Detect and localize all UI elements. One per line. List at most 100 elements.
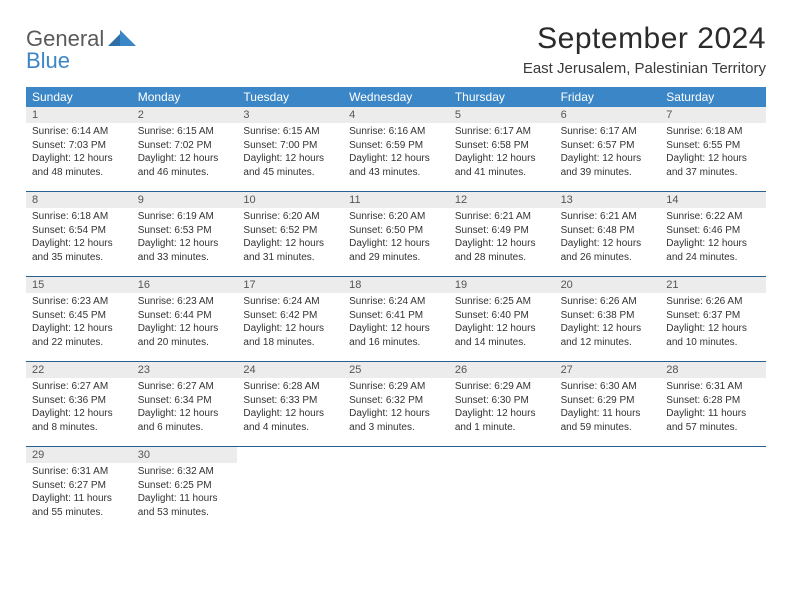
day-day2: and 31 minutes. (243, 251, 337, 265)
calendar-day: 11Sunrise: 6:20 AMSunset: 6:50 PMDayligh… (343, 192, 449, 276)
day-sunset: Sunset: 6:32 PM (349, 394, 443, 408)
day-body: Sunrise: 6:32 AMSunset: 6:25 PMDaylight:… (132, 463, 238, 523)
day-sunset: Sunset: 6:48 PM (561, 224, 655, 238)
day-day1: Daylight: 12 hours (243, 322, 337, 336)
day-body: Sunrise: 6:23 AMSunset: 6:44 PMDaylight:… (132, 293, 238, 353)
day-day1: Daylight: 12 hours (138, 322, 232, 336)
day-number: 11 (343, 192, 449, 208)
day-sunset: Sunset: 6:25 PM (138, 479, 232, 493)
dow-sunday: Sunday (26, 87, 132, 107)
calendar-day: 6Sunrise: 6:17 AMSunset: 6:57 PMDaylight… (555, 107, 661, 191)
day-sunset: Sunset: 6:44 PM (138, 309, 232, 323)
day-number: 5 (449, 107, 555, 123)
day-sunrise: Sunrise: 6:26 AM (666, 295, 760, 309)
day-sunrise: Sunrise: 6:20 AM (243, 210, 337, 224)
calendar-day: 20Sunrise: 6:26 AMSunset: 6:38 PMDayligh… (555, 277, 661, 361)
day-number: 9 (132, 192, 238, 208)
day-day1: Daylight: 12 hours (561, 152, 655, 166)
day-number: 4 (343, 107, 449, 123)
day-day1: Daylight: 12 hours (349, 407, 443, 421)
day-sunrise: Sunrise: 6:18 AM (666, 125, 760, 139)
day-number: 10 (237, 192, 343, 208)
day-sunset: Sunset: 6:41 PM (349, 309, 443, 323)
day-body: Sunrise: 6:26 AMSunset: 6:37 PMDaylight:… (660, 293, 766, 353)
calendar: Sunday Monday Tuesday Wednesday Thursday… (26, 87, 766, 531)
dow-thursday: Thursday (449, 87, 555, 107)
day-body: Sunrise: 6:31 AMSunset: 6:28 PMDaylight:… (660, 378, 766, 438)
day-body: Sunrise: 6:23 AMSunset: 6:45 PMDaylight:… (26, 293, 132, 353)
day-sunrise: Sunrise: 6:24 AM (243, 295, 337, 309)
day-day1: Daylight: 12 hours (138, 237, 232, 251)
calendar-day: 29Sunrise: 6:31 AMSunset: 6:27 PMDayligh… (26, 447, 132, 531)
day-body: Sunrise: 6:31 AMSunset: 6:27 PMDaylight:… (26, 463, 132, 523)
day-sunrise: Sunrise: 6:21 AM (455, 210, 549, 224)
day-number: 12 (449, 192, 555, 208)
day-sunset: Sunset: 6:50 PM (349, 224, 443, 238)
day-body: Sunrise: 6:22 AMSunset: 6:46 PMDaylight:… (660, 208, 766, 268)
day-day1: Daylight: 12 hours (138, 152, 232, 166)
day-body: Sunrise: 6:21 AMSunset: 6:48 PMDaylight:… (555, 208, 661, 268)
day-sunrise: Sunrise: 6:18 AM (32, 210, 126, 224)
day-number: 17 (237, 277, 343, 293)
day-day1: Daylight: 12 hours (455, 407, 549, 421)
day-sunrise: Sunrise: 6:28 AM (243, 380, 337, 394)
day-day2: and 46 minutes. (138, 166, 232, 180)
day-number: 6 (555, 107, 661, 123)
day-day2: and 6 minutes. (138, 421, 232, 435)
day-day1: Daylight: 12 hours (243, 152, 337, 166)
day-body: Sunrise: 6:28 AMSunset: 6:33 PMDaylight:… (237, 378, 343, 438)
day-body: Sunrise: 6:24 AMSunset: 6:42 PMDaylight:… (237, 293, 343, 353)
calendar-day: 13Sunrise: 6:21 AMSunset: 6:48 PMDayligh… (555, 192, 661, 276)
calendar-day: 1Sunrise: 6:14 AMSunset: 7:03 PMDaylight… (26, 107, 132, 191)
day-day2: and 39 minutes. (561, 166, 655, 180)
day-day1: Daylight: 12 hours (666, 322, 760, 336)
calendar-day: 10Sunrise: 6:20 AMSunset: 6:52 PMDayligh… (237, 192, 343, 276)
calendar-day: 19Sunrise: 6:25 AMSunset: 6:40 PMDayligh… (449, 277, 555, 361)
day-sunrise: Sunrise: 6:20 AM (349, 210, 443, 224)
calendar-day: 3Sunrise: 6:15 AMSunset: 7:00 PMDaylight… (237, 107, 343, 191)
day-number: 3 (237, 107, 343, 123)
day-body: Sunrise: 6:29 AMSunset: 6:30 PMDaylight:… (449, 378, 555, 438)
calendar-day: 17Sunrise: 6:24 AMSunset: 6:42 PMDayligh… (237, 277, 343, 361)
day-sunrise: Sunrise: 6:31 AM (32, 465, 126, 479)
month-title: September 2024 (523, 22, 766, 56)
day-body: Sunrise: 6:25 AMSunset: 6:40 PMDaylight:… (449, 293, 555, 353)
day-day2: and 18 minutes. (243, 336, 337, 350)
day-day2: and 29 minutes. (349, 251, 443, 265)
day-day2: and 16 minutes. (349, 336, 443, 350)
day-day1: Daylight: 12 hours (349, 322, 443, 336)
day-day2: and 24 minutes. (666, 251, 760, 265)
day-sunset: Sunset: 6:37 PM (666, 309, 760, 323)
day-sunset: Sunset: 6:49 PM (455, 224, 549, 238)
calendar-day: 14Sunrise: 6:22 AMSunset: 6:46 PMDayligh… (660, 192, 766, 276)
day-sunrise: Sunrise: 6:17 AM (455, 125, 549, 139)
location-label: East Jerusalem, Palestinian Territory (523, 60, 766, 77)
day-sunrise: Sunrise: 6:23 AM (138, 295, 232, 309)
day-body: Sunrise: 6:29 AMSunset: 6:32 PMDaylight:… (343, 378, 449, 438)
day-sunrise: Sunrise: 6:25 AM (455, 295, 549, 309)
day-number: 14 (660, 192, 766, 208)
day-sunset: Sunset: 6:27 PM (32, 479, 126, 493)
calendar-day (237, 447, 343, 531)
day-day2: and 22 minutes. (32, 336, 126, 350)
day-day1: Daylight: 11 hours (666, 407, 760, 421)
calendar-day: 5Sunrise: 6:17 AMSunset: 6:58 PMDaylight… (449, 107, 555, 191)
day-number: 8 (26, 192, 132, 208)
calendar-day: 9Sunrise: 6:19 AMSunset: 6:53 PMDaylight… (132, 192, 238, 276)
day-sunset: Sunset: 6:54 PM (32, 224, 126, 238)
day-sunset: Sunset: 6:34 PM (138, 394, 232, 408)
day-day2: and 10 minutes. (666, 336, 760, 350)
day-sunset: Sunset: 7:02 PM (138, 139, 232, 153)
day-day1: Daylight: 12 hours (32, 322, 126, 336)
day-number: 7 (660, 107, 766, 123)
day-day2: and 14 minutes. (455, 336, 549, 350)
day-sunset: Sunset: 6:36 PM (32, 394, 126, 408)
day-sunset: Sunset: 6:59 PM (349, 139, 443, 153)
day-day1: Daylight: 12 hours (455, 152, 549, 166)
dow-saturday: Saturday (660, 87, 766, 107)
calendar-day: 8Sunrise: 6:18 AMSunset: 6:54 PMDaylight… (26, 192, 132, 276)
calendar-day (343, 447, 449, 531)
day-day1: Daylight: 12 hours (455, 322, 549, 336)
day-sunrise: Sunrise: 6:27 AM (138, 380, 232, 394)
day-day1: Daylight: 12 hours (455, 237, 549, 251)
